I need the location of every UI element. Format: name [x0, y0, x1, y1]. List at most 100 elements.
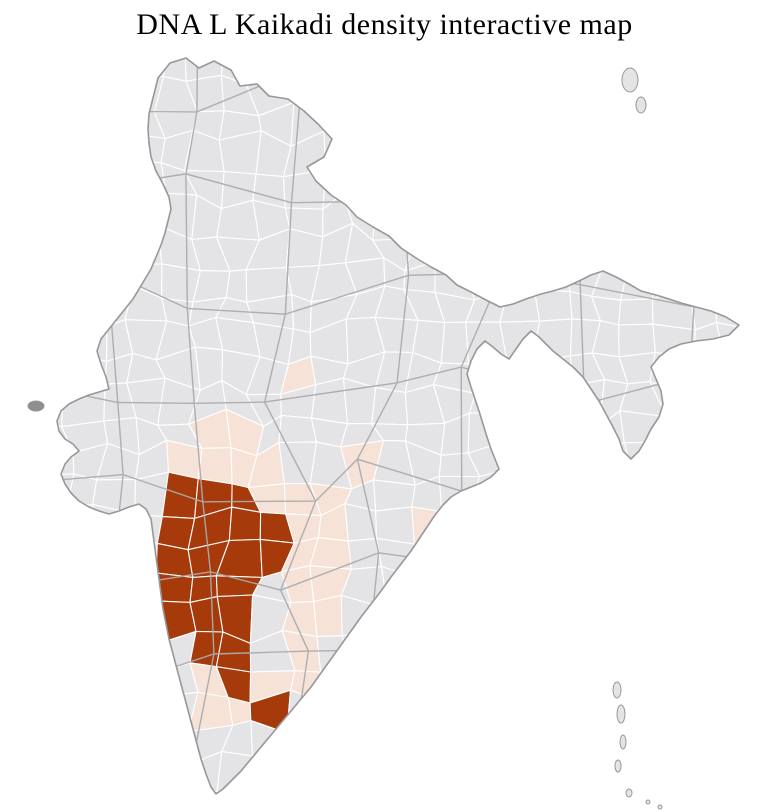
district[interactable] — [632, 639, 663, 673]
district[interactable] — [30, 763, 71, 796]
district[interactable] — [745, 264, 769, 303]
district[interactable] — [526, 168, 566, 206]
district[interactable] — [538, 731, 567, 765]
district[interactable] — [36, 534, 78, 579]
district[interactable] — [127, 192, 167, 229]
district[interactable] — [683, 409, 728, 455]
district[interactable] — [124, 695, 165, 725]
district[interactable] — [33, 632, 73, 675]
district[interactable] — [686, 477, 725, 512]
district[interactable] — [125, 669, 168, 705]
district[interactable] — [716, 785, 751, 812]
district[interactable] — [683, 664, 729, 697]
district[interactable] — [564, 603, 596, 644]
district[interactable] — [442, 191, 482, 237]
district[interactable] — [96, 723, 129, 759]
district[interactable] — [62, 325, 108, 362]
district[interactable] — [370, 73, 408, 117]
district[interactable] — [411, 626, 441, 674]
district[interactable] — [680, 357, 725, 394]
district[interactable] — [341, 73, 386, 117]
district[interactable] — [562, 664, 604, 707]
district[interactable] — [725, 202, 754, 234]
district[interactable] — [435, 626, 469, 667]
district[interactable] — [347, 756, 387, 798]
district[interactable] — [500, 258, 535, 291]
district[interactable] — [403, 783, 445, 812]
district[interactable] — [587, 504, 631, 538]
district[interactable] — [463, 788, 512, 812]
district[interactable] — [711, 571, 757, 606]
district[interactable] — [564, 105, 594, 140]
district[interactable] — [711, 751, 751, 796]
district[interactable] — [619, 192, 663, 237]
district[interactable] — [465, 40, 508, 84]
district[interactable] — [684, 197, 727, 241]
island[interactable] — [614, 759, 622, 773]
district[interactable] — [29, 328, 77, 354]
district[interactable] — [67, 631, 98, 668]
district[interactable] — [565, 445, 600, 489]
district[interactable] — [651, 601, 691, 643]
district[interactable] — [655, 750, 689, 795]
district[interactable] — [649, 787, 691, 812]
district[interactable] — [438, 166, 482, 194]
district[interactable] — [73, 130, 102, 176]
district[interactable] — [66, 503, 94, 550]
district[interactable] — [680, 131, 723, 179]
district[interactable] — [750, 724, 769, 761]
district[interactable] — [400, 575, 440, 609]
district[interactable] — [67, 79, 100, 116]
district[interactable] — [496, 471, 533, 518]
district[interactable] — [713, 106, 747, 142]
district[interactable] — [560, 787, 602, 812]
district[interactable] — [93, 784, 135, 812]
district[interactable] — [714, 263, 748, 293]
district[interactable] — [502, 690, 542, 735]
district[interactable] — [282, 169, 327, 210]
district[interactable] — [131, 600, 160, 645]
district[interactable] — [257, 784, 284, 812]
district[interactable] — [587, 532, 631, 573]
district[interactable] — [468, 105, 510, 142]
district[interactable] — [561, 726, 595, 765]
district[interactable] — [651, 664, 694, 691]
district[interactable] — [439, 721, 479, 758]
district[interactable] — [375, 506, 415, 545]
district[interactable] — [619, 235, 657, 260]
district[interactable] — [291, 294, 312, 333]
district[interactable] — [679, 231, 727, 265]
district[interactable] — [743, 670, 769, 703]
district[interactable] — [401, 50, 442, 80]
district[interactable] — [467, 690, 507, 735]
district[interactable] — [718, 596, 748, 635]
district[interactable] — [382, 719, 414, 766]
district[interactable] — [531, 442, 574, 489]
district[interactable] — [435, 77, 470, 107]
district[interactable] — [72, 284, 108, 331]
district[interactable] — [502, 751, 540, 794]
district[interactable] — [92, 102, 130, 135]
district[interactable] — [276, 759, 322, 793]
district[interactable] — [564, 695, 604, 734]
district[interactable] — [312, 759, 349, 795]
district[interactable] — [505, 411, 535, 444]
district[interactable] — [375, 606, 414, 632]
district[interactable] — [494, 110, 532, 141]
district[interactable] — [280, 46, 322, 81]
district[interactable] — [526, 105, 574, 141]
district[interactable] — [757, 545, 769, 581]
district[interactable] — [370, 54, 415, 77]
district[interactable] — [685, 785, 719, 812]
district[interactable] — [594, 568, 622, 612]
district[interactable] — [98, 227, 134, 266]
district[interactable] — [71, 665, 94, 695]
district[interactable] — [160, 721, 189, 767]
district[interactable] — [713, 69, 744, 114]
district[interactable] — [496, 440, 534, 478]
district[interactable] — [656, 689, 697, 725]
district[interactable] — [651, 131, 687, 180]
district[interactable] — [746, 199, 769, 233]
district[interactable] — [400, 595, 441, 632]
district[interactable] — [743, 136, 769, 176]
